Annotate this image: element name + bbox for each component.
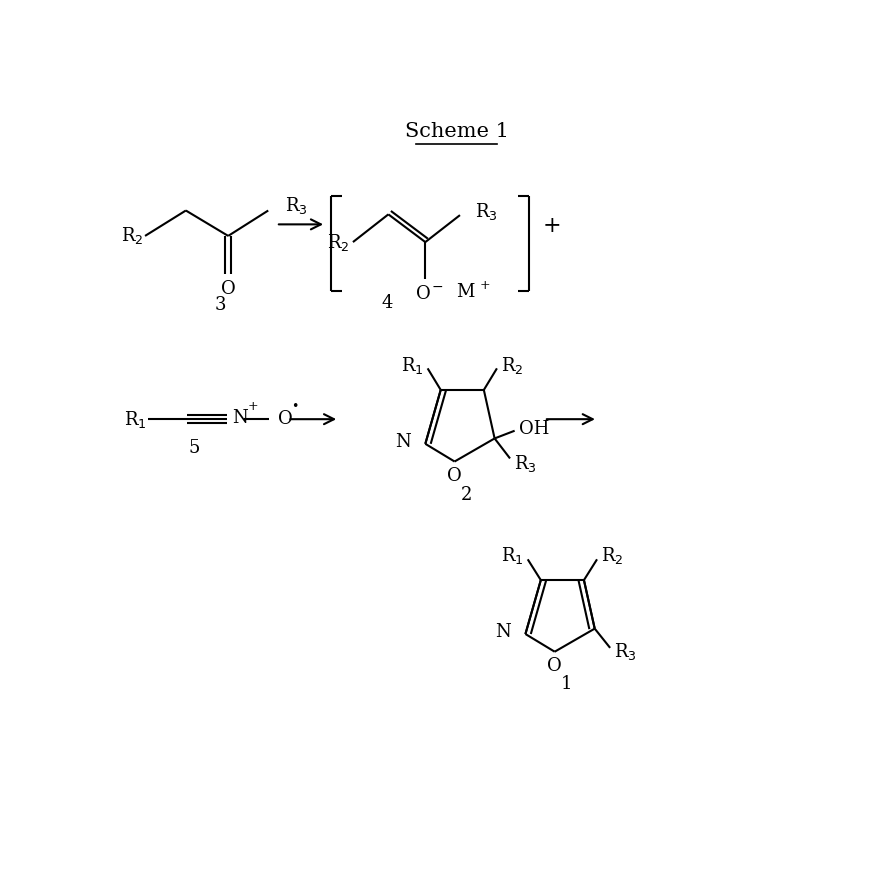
Text: R$_1$: R$_1$: [401, 355, 424, 376]
Text: R$_2$: R$_2$: [501, 355, 523, 376]
Text: O: O: [220, 280, 236, 298]
Text: N: N: [495, 623, 511, 641]
Text: O: O: [547, 657, 562, 676]
Text: •: •: [290, 400, 298, 413]
Text: N: N: [395, 433, 410, 451]
Text: O: O: [447, 467, 462, 485]
Text: Scheme 1: Scheme 1: [405, 123, 509, 141]
Text: R$_2$: R$_2$: [327, 232, 349, 252]
Text: R$_1$: R$_1$: [501, 545, 524, 566]
Text: +: +: [480, 279, 491, 291]
Text: R$_3$: R$_3$: [285, 195, 308, 217]
Text: 4: 4: [382, 294, 393, 312]
Text: OH: OH: [520, 420, 549, 438]
Text: 3: 3: [215, 297, 227, 314]
Text: R$_2$: R$_2$: [121, 226, 143, 247]
Text: M: M: [456, 283, 475, 301]
Text: 2: 2: [461, 487, 472, 504]
Text: R$_3$: R$_3$: [514, 453, 537, 473]
Text: R$_1$: R$_1$: [124, 408, 147, 430]
Text: +: +: [542, 215, 561, 237]
Text: R$_3$: R$_3$: [614, 641, 637, 662]
Text: +: +: [247, 400, 258, 413]
Text: R$_2$: R$_2$: [601, 545, 624, 566]
Text: O: O: [417, 285, 431, 303]
Text: N: N: [232, 409, 248, 427]
Text: −: −: [431, 280, 443, 294]
Text: R$_3$: R$_3$: [476, 201, 498, 222]
Text: 5: 5: [189, 440, 200, 457]
Text: O: O: [279, 410, 293, 428]
Text: 1: 1: [561, 675, 572, 693]
